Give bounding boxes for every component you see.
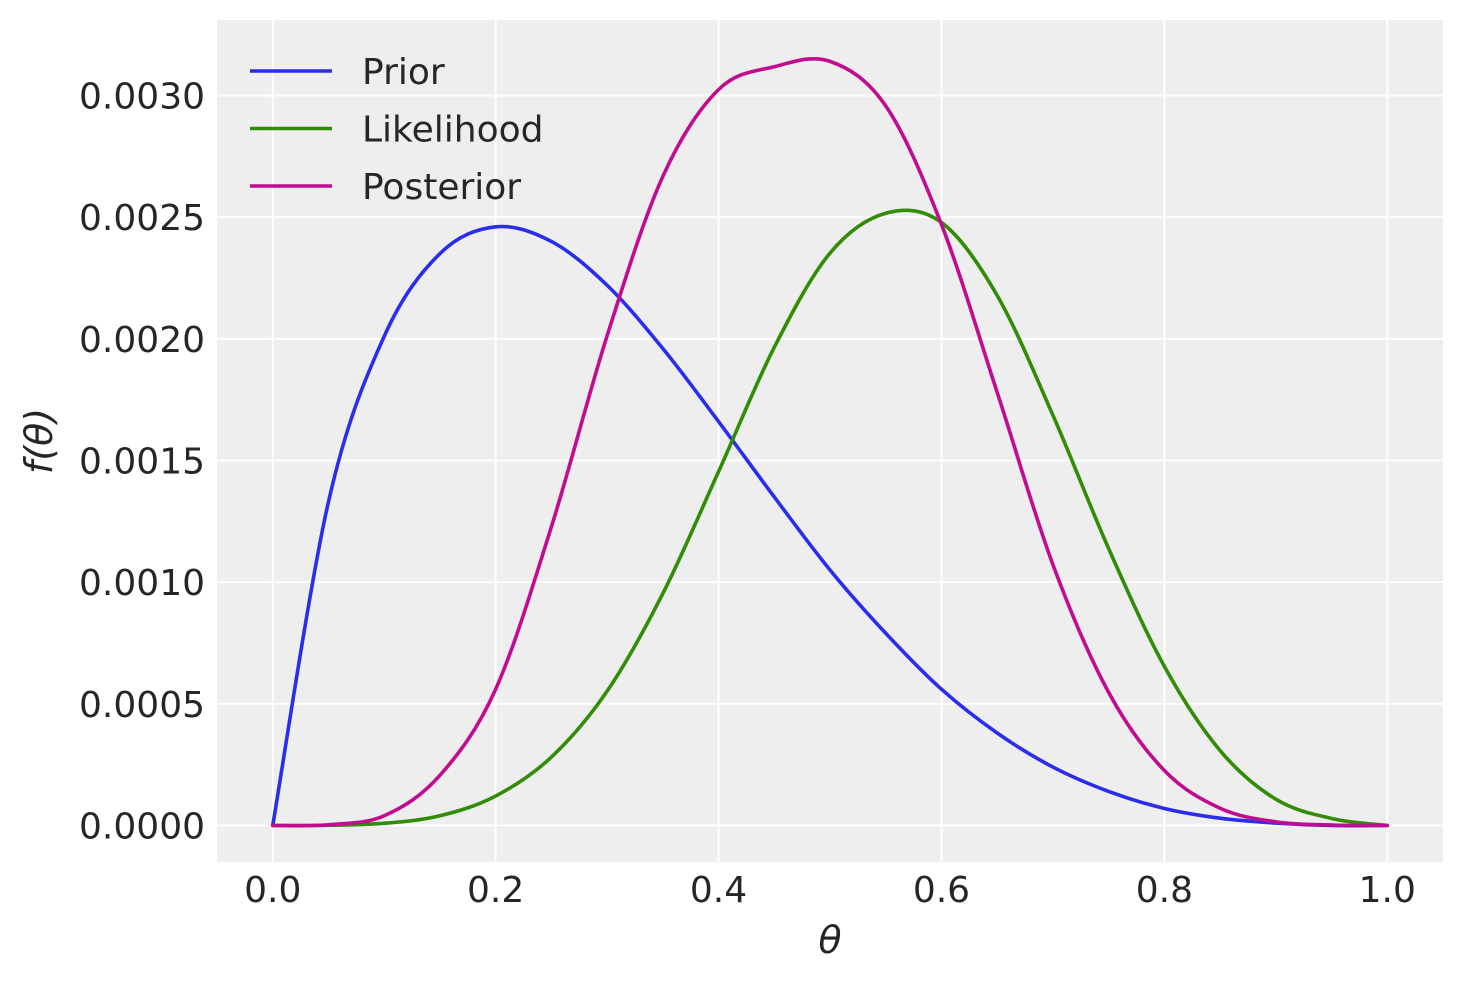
series-lines [270,56,1390,828]
x-tick-label: 0.4 [690,870,747,911]
x-axis-tick-labels: 0.0 0.2 0.4 0.6 0.8 1.0 [244,870,1416,911]
legend-label-likelihood: Likelihood [362,110,544,151]
y-tick-label: 0.0030 [79,76,205,117]
y-axis-tick-labels: 0.0000 0.0005 0.0010 0.0015 0.0020 0.0025 0.00… [79,76,205,847]
x-tick-label: 0.2 [467,870,524,911]
y-tick-label: 0.0010 [79,563,205,604]
x-tick-label: 0.6 [913,870,970,911]
legend-label-prior: Prior [362,52,445,93]
x-axis-label: θ [818,918,841,962]
y-tick-label: 0.0025 [79,198,205,239]
x-tick-label: 0.8 [1136,870,1193,911]
y-tick-label: 0.0005 [79,685,205,726]
plot-area [217,20,1443,862]
legend-label-posterior: Posterior [362,167,521,208]
y-tick-label: 0.0000 [79,806,205,847]
legend: Prior Likelihood Posterior [250,52,544,208]
grid-lines [217,20,1443,862]
series-line-prior [270,224,1390,828]
x-tick-label: 1.0 [1359,870,1416,911]
y-tick-label: 0.0015 [79,441,205,482]
series-line-posterior [270,56,1390,828]
x-tick-label: 0.0 [244,870,301,911]
y-tick-label: 0.0020 [79,320,205,361]
y-axis-label: f(θ) [17,408,61,474]
series-line-likelihood [270,208,1390,828]
